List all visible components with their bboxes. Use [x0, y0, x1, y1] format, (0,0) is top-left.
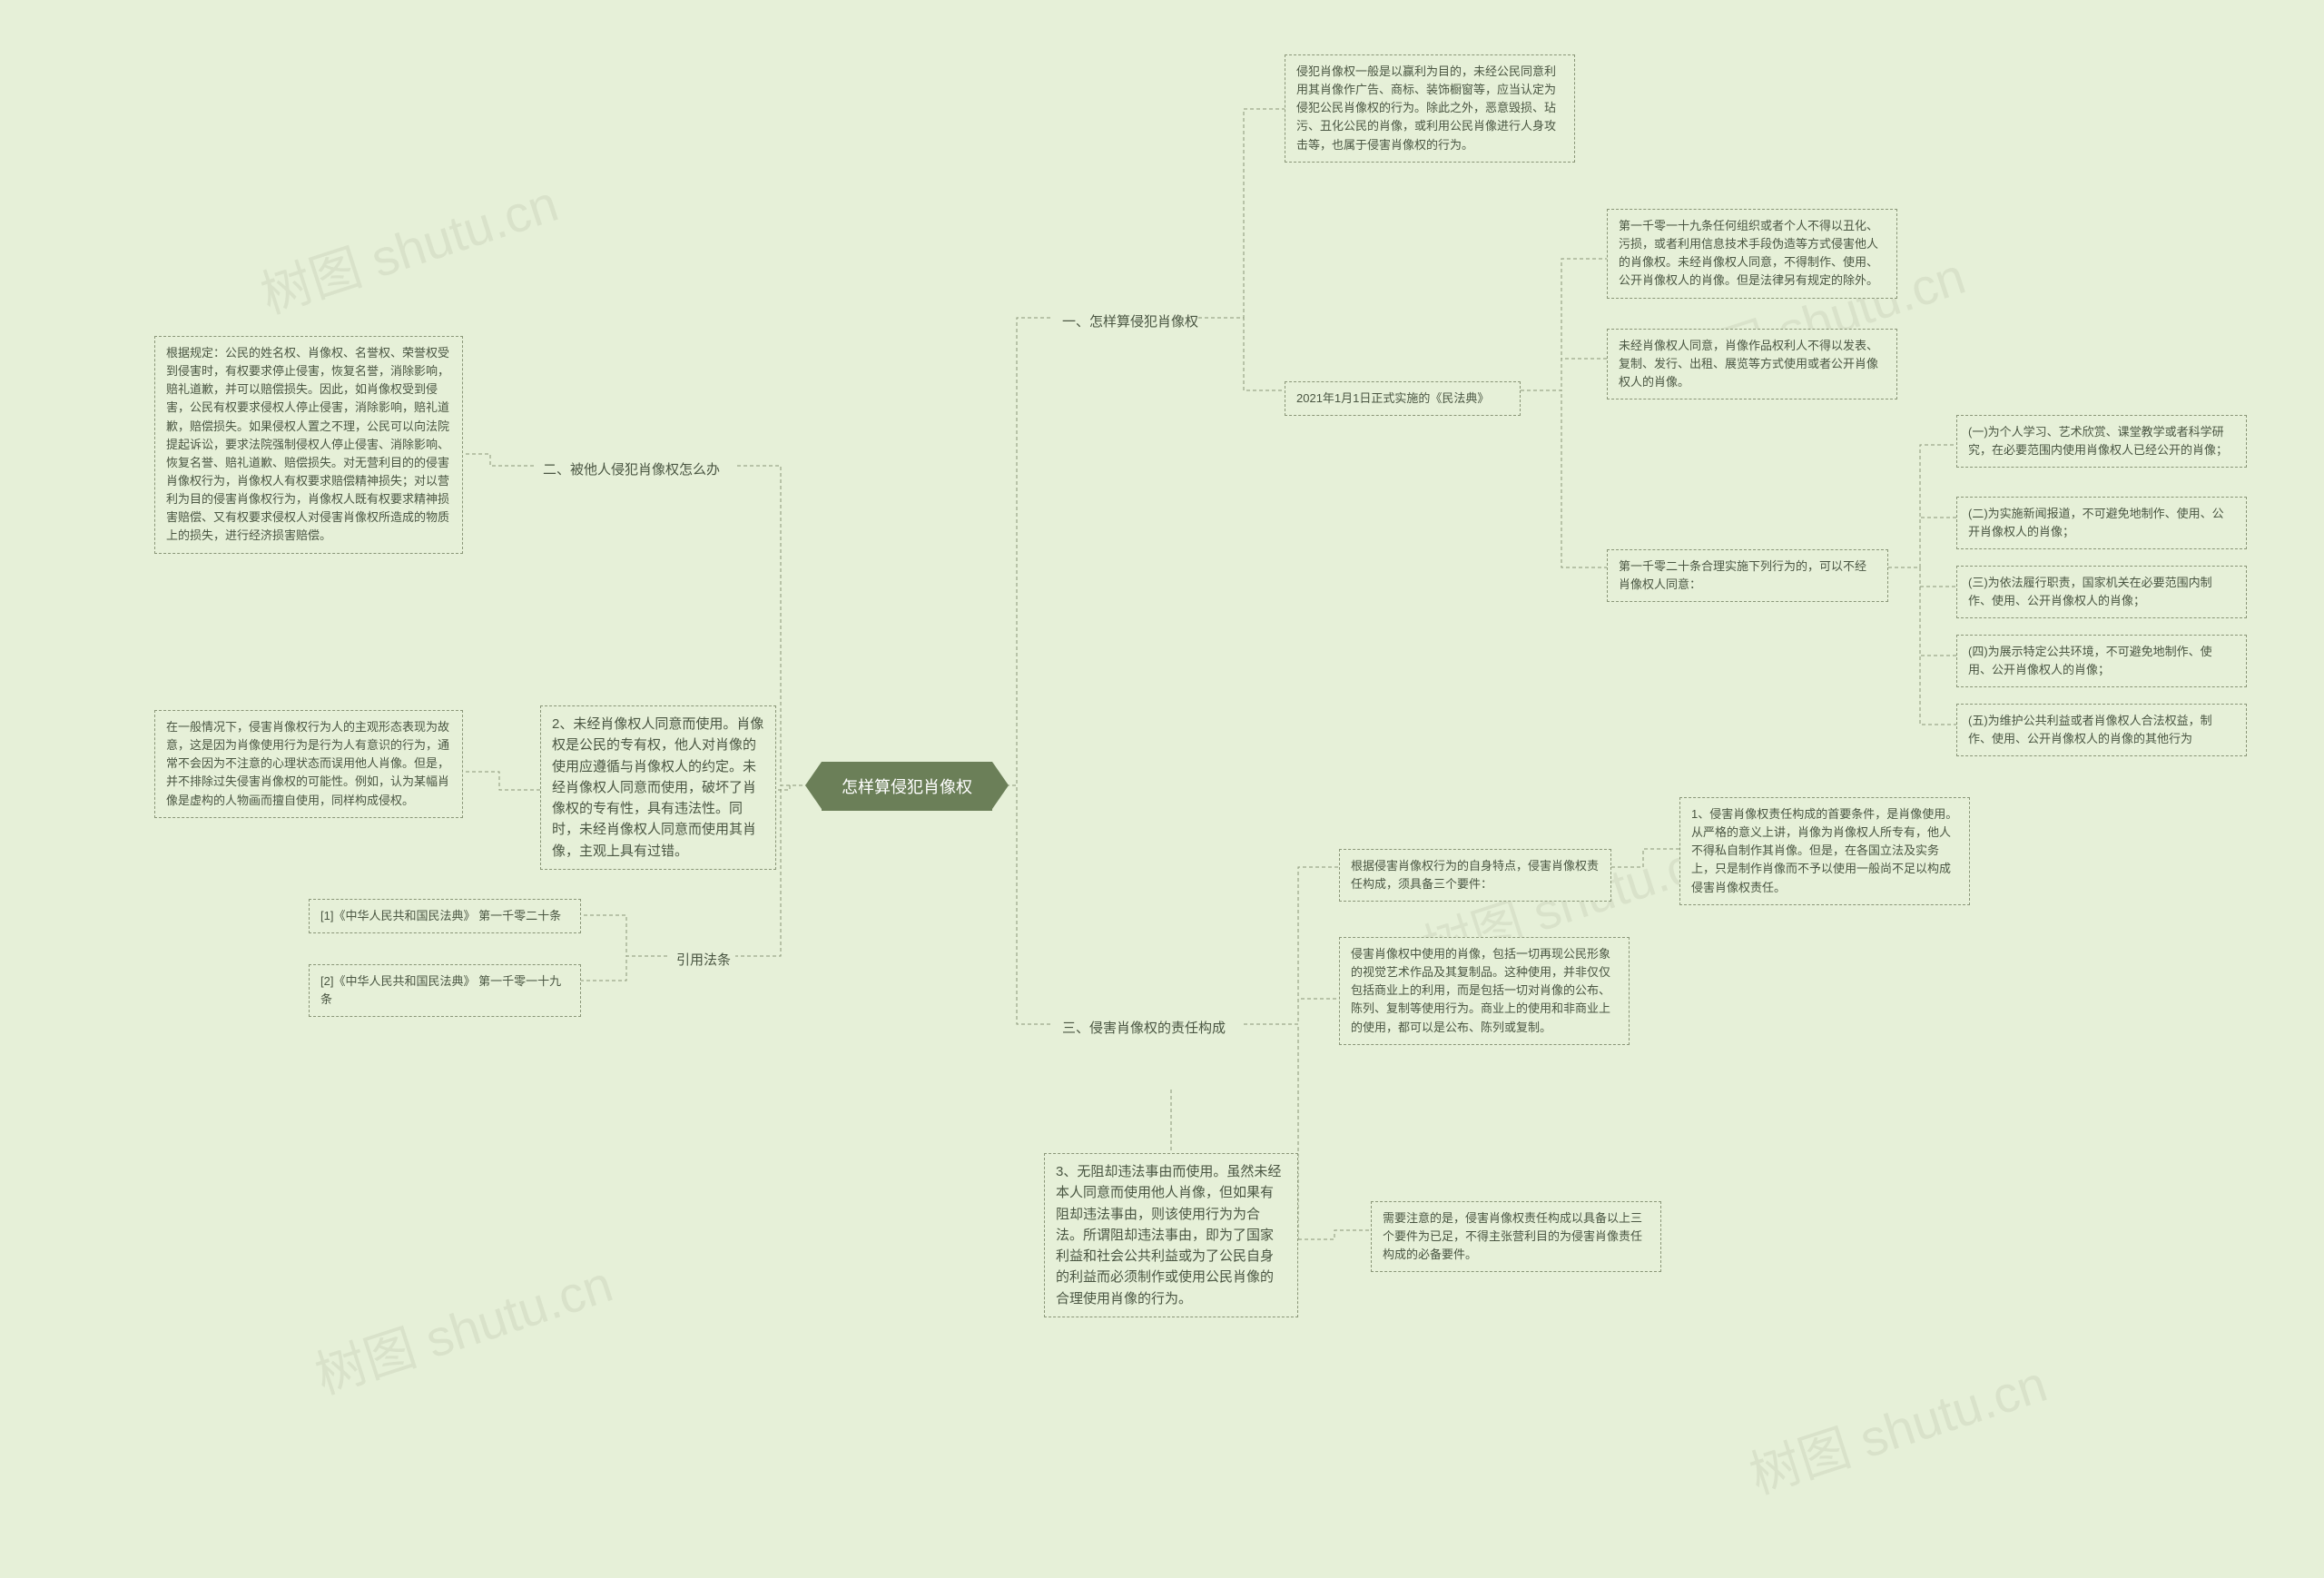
- leaf-node: (三)为依法履行职责，国家机关在必要范围内制作、使用、公开肖像权人的肖像；: [1956, 566, 2247, 618]
- leaf-node: 1、侵害肖像权责任构成的首要条件，是肖像使用。从严格的意义上讲，肖像为肖像权人所…: [1679, 797, 1970, 905]
- leaf-node: [1]《中华人民共和国民法典》 第一千零二十条: [309, 899, 581, 933]
- leaf-node: 侵害肖像权中使用的肖像，包括一切再现公民形象的视觉艺术作品及其复制品。这种使用，…: [1339, 937, 1630, 1045]
- leaf-node: 侵犯肖像权一般是以赢利为目的，未经公民同意利用其肖像作广告、商标、装饰橱窗等，应…: [1285, 54, 1575, 163]
- leaf-node: 第一千零二十条合理实施下列行为的，可以不经肖像权人同意：: [1607, 549, 1888, 602]
- watermark: 树图 shutu.cn: [251, 163, 566, 329]
- leaf-node: (二)为实施新闻报道，不可避免地制作、使用、公开肖像权人的肖像；: [1956, 497, 2247, 549]
- leaf-node: 根据侵害肖像权行为的自身特点，侵害肖像权责任构成，须具备三个要件：: [1339, 849, 1611, 902]
- leaf-node: (五)为维护公共利益或者肖像权人合法权益，制作、使用、公开肖像权人的肖像的其他行…: [1956, 704, 2247, 756]
- leaf-node: 2、未经肖像权人同意而使用。肖像权是公民的专有权，他人对肖像的使用应遵循与肖像权…: [540, 705, 776, 870]
- branch-label: 引用法条: [667, 944, 740, 974]
- leaf-node: 3、无阻却违法事由而使用。虽然未经本人同意而使用他人肖像，但如果有阻却违法事由，…: [1044, 1153, 1298, 1317]
- watermark: 树图 shutu.cn: [1739, 1344, 2055, 1509]
- leaf-node: 需要注意的是，侵害肖像权责任构成以具备以上三个要件为已足，不得主张营利目的为侵害…: [1371, 1201, 1661, 1272]
- branch-label: 三、侵害肖像权的责任构成: [1053, 1012, 1235, 1042]
- leaf-node: 在一般情况下，侵害肖像权行为人的主观形态表现为故意，这是因为肖像使用行为是行为人…: [154, 710, 463, 818]
- leaf-node: 2021年1月1日正式实施的《民法典》: [1285, 381, 1521, 416]
- leaf-node: [2]《中华人民共和国民法典》 第一千零一十九条: [309, 964, 581, 1017]
- branch-label: 二、被他人侵犯肖像权怎么办: [534, 454, 729, 484]
- leaf-node: (一)为个人学习、艺术欣赏、课堂教学或者科学研究，在必要范围内使用肖像权人已经公…: [1956, 415, 2247, 468]
- leaf-node: 第一千零一十九条任何组织或者个人不得以丑化、污损，或者利用信息技术手段伪造等方式…: [1607, 209, 1897, 299]
- branch-label: 一、怎样算侵犯肖像权: [1053, 306, 1207, 336]
- leaf-node: (四)为展示特定公共环境，不可避免地制作、使用、公开肖像权人的肖像；: [1956, 635, 2247, 687]
- center-topic: 怎样算侵犯肖像权: [822, 762, 992, 811]
- leaf-node: 根据规定：公民的姓名权、肖像权、名誉权、荣誉权受到侵害时，有权要求停止侵害，恢复…: [154, 336, 463, 554]
- watermark: 树图 shutu.cn: [305, 1244, 621, 1409]
- leaf-node: 未经肖像权人同意，肖像作品权利人不得以发表、复制、发行、出租、展览等方式使用或者…: [1607, 329, 1897, 399]
